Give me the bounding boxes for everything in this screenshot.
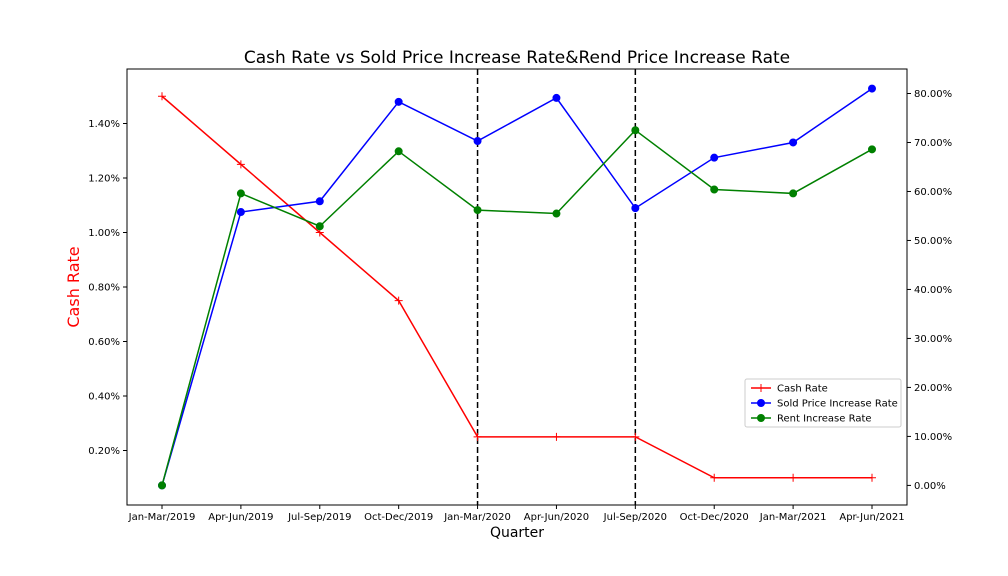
data-point-cash-rate [710,473,719,482]
data-point-rent-increase-rate [631,126,640,135]
data-point-sold-price-increase-rate [236,208,245,217]
x-tick-label: Oct-Dec/2020 [680,512,749,523]
chart-title: Cash Rate vs Sold Price Increase Rate&Re… [244,48,790,68]
data-point-cash-rate [552,432,561,441]
y-right-tick-label: 40.00% [914,285,952,296]
x-tick-label: Jul-Sep/2019 [287,512,351,523]
series-cash-rate [158,92,876,482]
data-point-sold-price-increase-rate [789,138,798,147]
y-right-tick-label: 20.00% [914,383,952,394]
y-right-tick-label: 30.00% [914,334,952,345]
data-point-rent-increase-rate [158,481,166,490]
x-tick-label: Jan-Mar/2019 [128,512,196,523]
x-tick-label: Apr-Jun/2020 [524,512,589,523]
x-tick-label: Apr-Jun/2019 [208,512,273,523]
series-sold-price-increase-rate [158,84,876,490]
y-right-tick-label: 60.00% [914,187,952,198]
x-tick-label: Jul-Sep/2020 [603,512,667,523]
data-point-sold-price-increase-rate [394,97,403,106]
y-right-tick-label: 10.00% [914,432,952,443]
data-point-sold-price-increase-rate [710,153,719,162]
legend-item-sold-price-increase-rate: Sold Price Increase Rate [751,399,898,410]
series-line-sold-price-increase-rate [161,87,873,486]
data-point-cash-rate [631,432,640,441]
x-tick-label: Oct-Dec/2019 [364,512,433,523]
data-point-cash-rate [236,160,245,169]
x-tick-label: Jan-Mar/2020 [443,512,511,523]
y-left-tick-label: 1.40% [88,119,120,130]
legend-marker [757,414,765,422]
series-layer [158,84,876,490]
x-tick-label: Jan-Mar/2021 [759,512,827,523]
series-line-rent-increase-rate [161,129,873,486]
legend-label: Cash Rate [777,384,828,395]
y-left-tick-label: 0.20% [88,446,120,457]
y-right-tick-label: 0.00% [914,481,946,492]
legend-box [744,378,902,428]
data-point-rent-increase-rate [236,189,245,198]
legend-item-rent-increase-rate: Rent Increase Rate [751,414,872,425]
y-axis-right: 0.00% 10.00% 20.00% 30.00% 40.00% 50.00% 60.00… [907,89,952,492]
data-point-sold-price-increase-rate [631,204,640,213]
legend-marker [757,399,765,407]
y-axis-left-label: Cash Rate [64,246,83,327]
y-left-tick-label: 1.20% [88,174,120,185]
y-right-tick-label: 70.00% [914,138,952,149]
legend: Cash Rate Sold Price Increase Rate Rent In… [744,378,902,428]
y-axis-left: 0.20% 0.40% 0.60% 0.80% 1.00% 1.20% 1.40% [88,119,127,457]
data-point-cash-rate [158,92,166,101]
legend-item-cash-rate: Cash Rate [751,384,828,395]
data-point-sold-price-increase-rate [868,84,876,93]
legend-marker [757,384,765,392]
data-point-cash-rate [789,473,798,482]
y-left-tick-label: 0.60% [88,337,120,348]
data-point-rent-increase-rate [473,206,482,215]
series-line-cash-rate [161,95,872,479]
series-rent-increase-rate [158,126,876,490]
data-point-sold-price-increase-rate [473,137,482,146]
data-point-rent-increase-rate [394,147,403,156]
x-tick-label: Apr-Jun/2021 [839,512,904,523]
data-point-rent-increase-rate [315,222,324,231]
data-point-rent-increase-rate [789,189,798,198]
data-point-cash-rate [868,473,876,482]
y-right-tick-label: 80.00% [914,89,952,100]
y-right-tick-label: 50.00% [914,236,952,247]
data-point-rent-increase-rate [868,145,876,154]
data-point-rent-increase-rate [552,209,561,218]
legend-label: Sold Price Increase Rate [777,399,898,410]
y-left-tick-label: 1.00% [88,228,120,239]
data-point-cash-rate [473,432,482,441]
data-point-cash-rate [394,296,403,305]
x-axis-label: Quarter [490,525,544,541]
y-left-tick-label: 0.80% [88,283,120,294]
plot-frame [126,68,908,506]
y-left-tick-label: 0.40% [88,392,120,403]
data-point-sold-price-increase-rate [552,93,561,102]
x-axis: Jan-Mar/2019 Apr-Jun/2019 Jul-Sep/2019 Oct-… [128,505,905,523]
legend-label: Rent Increase Rate [777,414,872,425]
data-point-rent-increase-rate [710,185,719,194]
data-point-sold-price-increase-rate [315,197,324,206]
